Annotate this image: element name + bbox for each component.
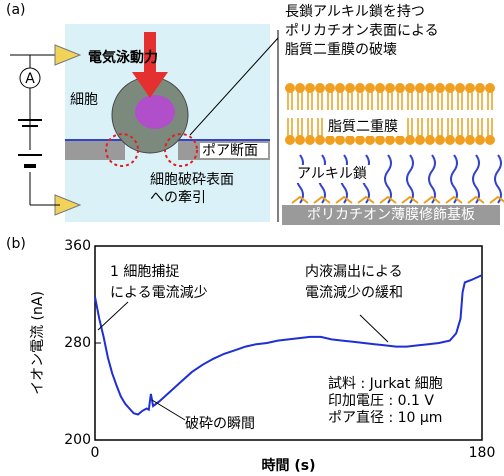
traction-label: 細胞破砕表面 [150, 172, 234, 188]
annotation: 内液漏出による [305, 264, 403, 280]
ammeter-label: A [25, 71, 35, 87]
lipid-head [315, 83, 325, 93]
lipid-head [405, 83, 415, 93]
lipid-tail [488, 92, 492, 136]
lipid-head [415, 83, 425, 93]
nucleus [135, 95, 175, 129]
lipid-head [465, 135, 475, 145]
lipid-head [305, 83, 315, 93]
annotation-pointer [152, 400, 185, 420]
lipid-head [485, 135, 495, 145]
annotation: 1 細胞捕捉 [110, 264, 179, 280]
annotation: 印加電圧 : 0.1 V [328, 393, 434, 409]
lipid-head [425, 135, 435, 145]
lipid-tail [288, 92, 292, 136]
lipid-head [365, 135, 375, 145]
traction-label: への牽引 [150, 189, 206, 206]
lipid-head [445, 83, 455, 93]
lipid-tail [408, 92, 412, 136]
annotation: 試料 : Jurkat 細胞 [328, 376, 443, 392]
lipid-tail [428, 92, 432, 136]
lipid-head [305, 135, 315, 145]
lipid-head [405, 135, 415, 145]
annotation: 電流減少の緩和 [305, 284, 403, 301]
annotation-pointer [360, 315, 388, 342]
lipid-head [475, 83, 485, 93]
panel-a: A (a) 電気泳動力 細胞 ポア断面 細胞破砕表面 への牽引 長鎖アルキル鎖を… [6, 2, 504, 225]
x-axis-label: 時間 (s) [261, 457, 315, 474]
lipid-head [425, 83, 435, 93]
mechanism-text: 長鎖アルキル鎖を持つ [285, 4, 425, 20]
lipid-head [335, 83, 345, 93]
force-label: 電気泳動力 [88, 49, 158, 66]
annotation-pointer [98, 302, 128, 330]
lipid-head [325, 135, 335, 145]
lipid-tail [418, 92, 422, 136]
lipid-head [385, 135, 395, 145]
lipid-head [435, 83, 445, 93]
lipid-head [455, 83, 465, 93]
cell-label: 細胞 [70, 92, 98, 108]
lipid-head [325, 83, 335, 93]
lipid-head [295, 135, 305, 145]
lipid-head [385, 83, 395, 93]
lipid-head [285, 83, 295, 93]
lipid-head [415, 135, 425, 145]
lipid-head [445, 135, 455, 145]
lipid-tail [448, 92, 452, 136]
y-tick-label: 280 [64, 335, 91, 351]
polycation [490, 197, 504, 203]
lipid-head [465, 83, 475, 93]
lipid-head [375, 83, 385, 93]
annotation: ポア直径 : 10 μm [328, 409, 442, 426]
annotation: による電流減少 [110, 284, 208, 301]
y-tick-label: 200 [64, 432, 91, 448]
lipid-head [365, 83, 375, 93]
lipid-head [475, 135, 485, 145]
mechanism-text: ポリカチオン表面による [285, 23, 439, 39]
lipid-head [375, 135, 385, 145]
x-tick-label: 0 [91, 445, 100, 461]
annotation: 破砕の瞬間 [185, 416, 255, 432]
panel-label: (a) [6, 2, 26, 18]
y-axis-label: イオン電流 (nA) [30, 291, 46, 395]
figure: A (a) 電気泳動力 細胞 ポア断面 細胞破砕表面 への牽引 長鎖アルキル鎖を… [0, 0, 504, 476]
lipid-tail [308, 92, 312, 136]
lipid-tail [458, 92, 462, 136]
lipid-head [435, 135, 445, 145]
lipid-tail [438, 92, 442, 136]
pore-wall [65, 140, 125, 160]
y-tick-label: 360 [64, 238, 91, 254]
lipid-head [295, 83, 305, 93]
battery-gap [18, 150, 42, 172]
lipid-head [285, 135, 295, 145]
mechanism-text: 脂質二重膜の破壊 [285, 42, 397, 58]
bilayer-label: 脂質二重膜 [328, 119, 398, 135]
x-tick-label: 180 [469, 445, 496, 461]
lipid-tail [298, 92, 302, 136]
panel-label: (b) [6, 236, 26, 252]
lipid-head [355, 135, 365, 145]
pore-label: ポア断面 [202, 143, 258, 159]
lipid-head [355, 83, 365, 93]
lipid-head [395, 83, 405, 93]
lipid-tail [318, 92, 322, 136]
lipid-head [485, 83, 495, 93]
lipid-head [315, 135, 325, 145]
lipid-bilayer [285, 83, 504, 203]
lipid-tail [468, 92, 472, 136]
alkyl-label: アルキル鎖 [297, 166, 367, 182]
lipid-head [335, 135, 345, 145]
panel-b: (b) 200 280 360 0 180 時間 (s) イオン電流 (nA) 1 細胞捕捉によ… [6, 236, 495, 474]
lipid-head [455, 135, 465, 145]
lipid-head [345, 83, 355, 93]
substrate-label: ポリカチオン薄膜修飾基板 [307, 206, 475, 223]
lipid-tail [478, 92, 482, 136]
lipid-head [345, 135, 355, 145]
lipid-head [395, 135, 405, 145]
